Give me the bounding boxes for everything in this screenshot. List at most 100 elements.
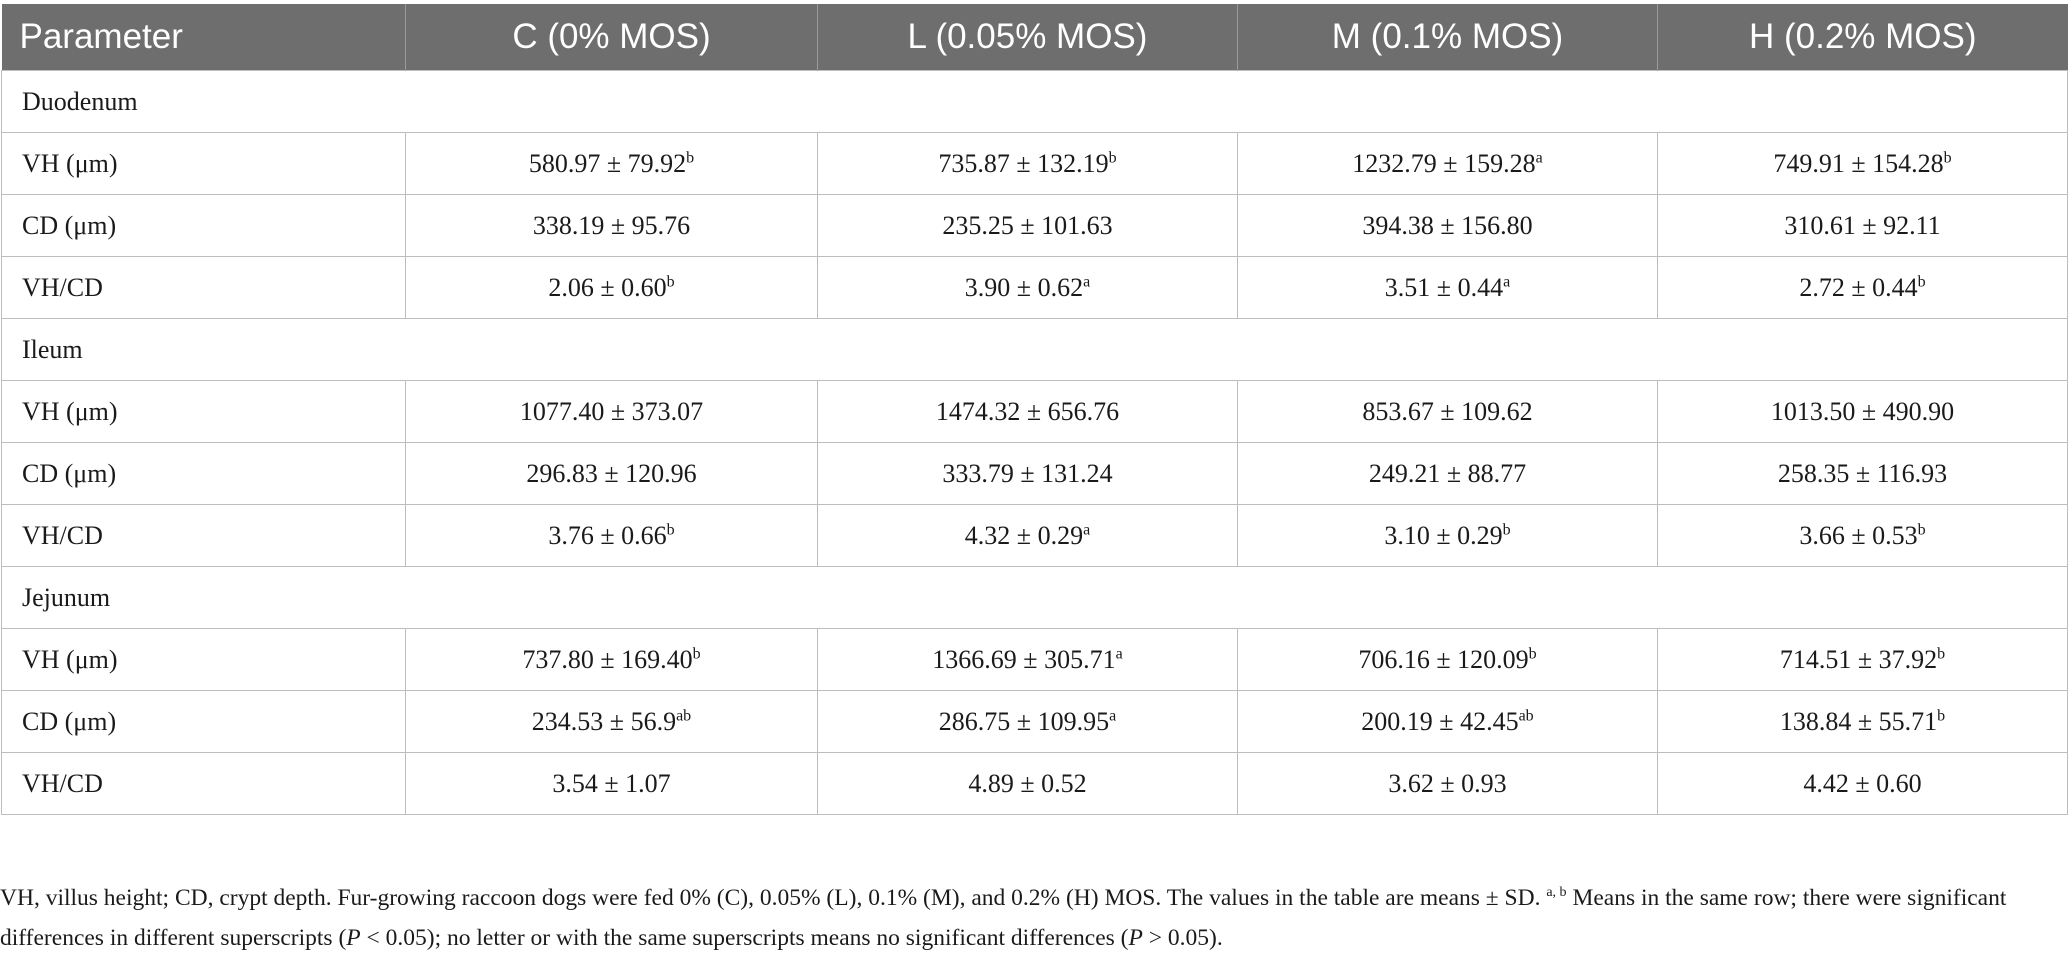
section-row: Duodenum <box>1 70 2068 133</box>
value-text: 2.06 ± 0.60 <box>548 272 667 302</box>
table-body: Duodenum VH (μm) 580.97 ± 79.92b 735.87 ± 1… <box>1 70 2068 815</box>
value-cell: 138.84 ± 55.71b <box>1657 690 2068 753</box>
value-text: 706.16 ± 120.09 <box>1358 644 1529 674</box>
value-text: 749.91 ± 154.28 <box>1773 148 1944 178</box>
significance-superscript: a <box>1115 644 1123 662</box>
value-cell: 1013.50 ± 490.90 <box>1657 380 2068 443</box>
value-text: 1077.40 ± 373.07 <box>519 396 704 426</box>
value-cell: 853.67 ± 109.62 <box>1237 380 1658 443</box>
value-cell: 1366.69 ± 305.71a <box>817 628 1238 691</box>
value-cell: 3.51 ± 0.44a <box>1237 256 1658 319</box>
footnote-p-symbol: P <box>1128 925 1143 951</box>
value-cell: 3.10 ± 0.29b <box>1237 504 1658 567</box>
value-cell: 333.79 ± 131.24 <box>817 442 1238 505</box>
footnote-superscript: a, b <box>1546 885 1567 901</box>
parameter-cell: VH/CD <box>1 256 406 319</box>
significance-superscript: b <box>1937 644 1946 662</box>
value-cell: 714.51 ± 37.92b <box>1657 628 2068 691</box>
value-text: 735.87 ± 132.19 <box>938 148 1109 178</box>
value-text: 714.51 ± 37.92 <box>1779 644 1938 674</box>
value-text: 2.72 ± 0.44 <box>1799 272 1918 302</box>
value-cell: 735.87 ± 132.19b <box>817 132 1238 195</box>
table-row: VH/CD 3.76 ± 0.66b 4.32 ± 0.29a 3.10 ± 0.29… <box>1 504 2068 567</box>
value-cell: 296.83 ± 120.96 <box>405 442 818 505</box>
value-text: 853.67 ± 109.62 <box>1362 396 1533 426</box>
value-text: 138.84 ± 55.71 <box>1779 706 1938 736</box>
header-parameter: Parameter <box>1 4 406 71</box>
value-cell: 310.61 ± 92.11 <box>1657 194 2068 257</box>
footnote-p-symbol: P <box>346 925 361 951</box>
value-text: 333.79 ± 131.24 <box>942 458 1113 488</box>
table-footnote: VH, villus height; CD, crypt depth. Fur-… <box>0 878 2060 958</box>
value-cell: 286.75 ± 109.95a <box>817 690 1238 753</box>
parameter-cell: VH (μm) <box>1 132 406 195</box>
section-label: Jejunum <box>1 566 2068 629</box>
significance-superscript: b <box>1917 272 1926 290</box>
value-text: 3.54 ± 1.07 <box>552 768 671 798</box>
value-text: 200.19 ± 42.45 <box>1361 706 1519 736</box>
value-cell: 3.66 ± 0.53b <box>1657 504 2068 567</box>
value-cell: 3.90 ± 0.62a <box>817 256 1238 319</box>
value-cell: 234.53 ± 56.9ab <box>405 690 818 753</box>
section-label: Ileum <box>1 318 2068 381</box>
significance-superscript: a <box>1503 272 1511 290</box>
table-row: CD (μm) 234.53 ± 56.9ab 286.75 ± 109.95a 20… <box>1 690 2068 753</box>
footnote-text-2: Means in the same row; there were signif… <box>0 885 2007 951</box>
value-cell: 1232.79 ± 159.28a <box>1237 132 1658 195</box>
value-text: 1366.69 ± 305.71 <box>932 644 1116 674</box>
significance-superscript: b <box>1937 706 1946 724</box>
value-text: 1013.50 ± 490.90 <box>1770 396 1955 426</box>
section-row: Jejunum <box>1 566 2068 629</box>
value-text: 249.21 ± 88.77 <box>1368 458 1527 488</box>
value-cell: 3.54 ± 1.07 <box>405 752 818 815</box>
significance-superscript: b <box>1502 520 1511 538</box>
value-cell: 706.16 ± 120.09b <box>1237 628 1658 691</box>
value-text: 4.89 ± 0.52 <box>968 768 1087 798</box>
significance-superscript: ab <box>676 706 692 724</box>
header-m: M (0.1% MOS) <box>1237 4 1658 71</box>
significance-superscript: b <box>666 520 675 538</box>
value-text: 1232.79 ± 159.28 <box>1352 148 1536 178</box>
value-text: 4.42 ± 0.60 <box>1803 768 1922 798</box>
section-label: Duodenum <box>1 70 2068 133</box>
parameter-cell: CD (μm) <box>1 690 406 753</box>
parameter-cell: VH/CD <box>1 752 406 815</box>
table-row: VH (μm) 580.97 ± 79.92b 735.87 ± 132.19b 12… <box>1 132 2068 195</box>
significance-superscript: b <box>1917 520 1926 538</box>
table-row: CD (μm) 296.83 ± 120.96 333.79 ± 131.24 249… <box>1 442 2068 505</box>
value-cell: 2.06 ± 0.60b <box>405 256 818 319</box>
section-row: Ileum <box>1 318 2068 381</box>
significance-superscript: b <box>1528 644 1537 662</box>
significance-superscript: b <box>1108 148 1117 166</box>
table-row: VH (μm) 1077.40 ± 373.07 1474.32 ± 656.76 8… <box>1 380 2068 443</box>
significance-superscript: a <box>1535 148 1543 166</box>
value-cell: 4.32 ± 0.29a <box>817 504 1238 567</box>
value-text: 3.66 ± 0.53 <box>1799 520 1918 550</box>
table-row: VH/CD 3.54 ± 1.07 4.89 ± 0.52 3.62 ± 0.93 4.… <box>1 752 2068 815</box>
header-h: H (0.2% MOS) <box>1657 4 2068 71</box>
value-cell: 394.38 ± 156.80 <box>1237 194 1658 257</box>
significance-superscript: a <box>1109 706 1117 724</box>
results-table: Parameter C (0% MOS) L (0.05% MOS) M (0.… <box>1 4 2068 815</box>
parameter-cell: VH (μm) <box>1 380 406 443</box>
significance-superscript: ab <box>1518 706 1534 724</box>
value-cell: 580.97 ± 79.92b <box>405 132 818 195</box>
value-cell: 1474.32 ± 656.76 <box>817 380 1238 443</box>
value-text: 3.51 ± 0.44 <box>1384 272 1504 302</box>
value-text: 3.62 ± 0.93 <box>1388 768 1507 798</box>
value-text: 1474.32 ± 656.76 <box>935 396 1120 426</box>
value-cell: 200.19 ± 42.45ab <box>1237 690 1658 753</box>
footnote-text-1: VH, villus height; CD, crypt depth. Fur-… <box>0 885 1547 911</box>
value-cell: 249.21 ± 88.77 <box>1237 442 1658 505</box>
significance-superscript: a <box>1083 520 1091 538</box>
value-text: 737.80 ± 169.40 <box>522 644 693 674</box>
footnote-text-3: < 0.05); no letter or with the same supe… <box>360 925 1129 951</box>
table-row: VH (μm) 737.80 ± 169.40 b 1366.69 ± 305.71a… <box>1 628 2068 691</box>
significance-superscript: b <box>1943 148 1952 166</box>
value-cell: 2.72 ± 0.44b <box>1657 256 2068 319</box>
value-text: 234.53 ± 56.9 <box>531 706 677 736</box>
parameter-cell: VH (μm) <box>1 628 406 691</box>
value-text: 286.75 ± 109.95 <box>938 706 1110 736</box>
table-row: VH/CD 2.06 ± 0.60b 3.90 ± 0.62a 3.51 ± 0.44… <box>1 256 2068 319</box>
value-cell: 338.19 ± 95.76 <box>405 194 818 257</box>
